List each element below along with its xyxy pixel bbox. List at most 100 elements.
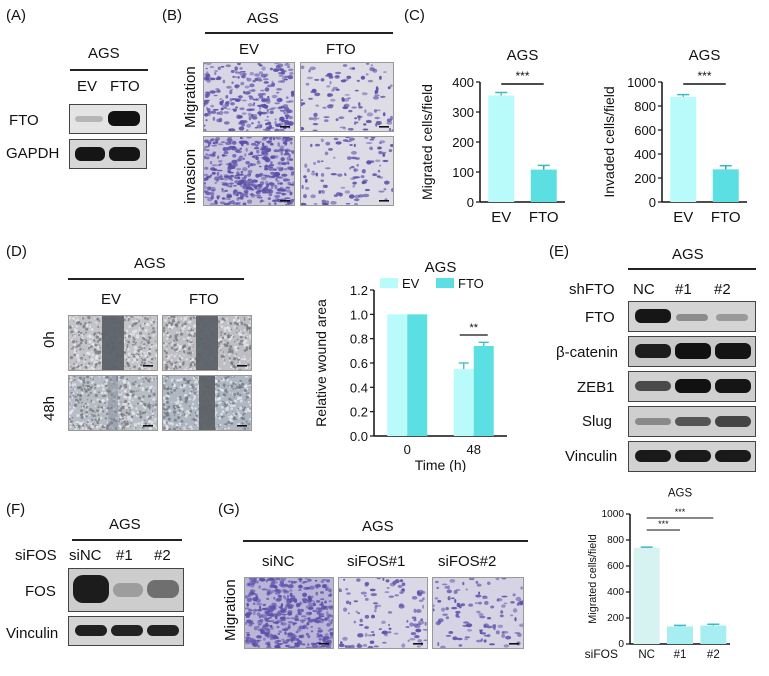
blot-e-vinculin xyxy=(628,441,756,472)
significance-label: *** xyxy=(697,69,711,83)
y-tick-label: 0.0 xyxy=(350,429,368,444)
panel-d-cell-line: AGS xyxy=(134,255,166,272)
y-axis-label: Invaded cells/field xyxy=(601,86,617,197)
panel-g-row-migration: Migration xyxy=(222,579,239,641)
panel-e-lane-nc: NC xyxy=(633,281,655,298)
panel-e-row-fto: FTO xyxy=(585,309,615,326)
significance-label: *** xyxy=(658,519,669,529)
y-tick-label: 400 xyxy=(607,587,624,598)
y-tick-label: 200 xyxy=(607,613,624,624)
bar xyxy=(712,169,739,202)
micrograph-g-sifos1 xyxy=(338,577,428,649)
bar xyxy=(488,95,515,202)
y-tick-label: 200 xyxy=(452,135,474,150)
blot-f-vinculin xyxy=(68,616,184,646)
x-tick-label: FTO xyxy=(711,209,741,226)
y-tick-label: 200 xyxy=(634,171,656,186)
panel-e-row-vinculin: Vinculin xyxy=(565,448,618,465)
y-tick-label: 0 xyxy=(649,195,656,210)
y-tick-label: 600 xyxy=(607,561,624,572)
legend-label: EV xyxy=(402,276,420,291)
y-tick-label: 600 xyxy=(634,123,656,138)
panel-f-cell-line-bar xyxy=(72,539,182,541)
panel-b-label: (B) xyxy=(162,7,182,24)
micrograph-b-invasion-fto xyxy=(300,136,394,206)
panel-a-cell-line: AGS xyxy=(88,45,120,62)
y-tick-label: 0 xyxy=(467,195,474,210)
x-axis-label: Time (h) xyxy=(415,457,467,472)
panel-b-row-migration: Migration xyxy=(182,66,199,128)
panel-d-row-0h: 0h xyxy=(41,331,58,348)
panel-f-lane-sinc: siNC xyxy=(69,547,102,564)
panel-e-row-zeb1: ZEB1 xyxy=(577,379,615,396)
panel-e-label: (E) xyxy=(549,243,569,260)
micrograph-d-48h-fto xyxy=(162,375,252,431)
y-tick-label: 800 xyxy=(607,535,624,546)
panel-a-row-gapdh: GAPDH xyxy=(6,145,60,162)
y-tick-label: 1.2 xyxy=(350,283,368,298)
y-tick-label: 0.8 xyxy=(350,332,368,347)
panel-b-col-ev: EV xyxy=(239,41,260,58)
panel-g-label: (G) xyxy=(218,501,240,518)
bar-fto xyxy=(473,345,494,436)
x-tick-label: #2 xyxy=(707,649,720,661)
panel-f-lane-title: siFOS xyxy=(15,547,57,564)
panel-g-col-sinc: siNC xyxy=(262,553,295,570)
panel-b-col-fto: FTO xyxy=(326,41,356,58)
x-axis-prefix: siFOS xyxy=(585,647,618,661)
y-tick-label: 400 xyxy=(634,147,656,162)
micrograph-d-0h-fto xyxy=(162,315,252,371)
panel-e-cell-line: AGS xyxy=(672,246,704,263)
legend-swatch xyxy=(380,278,398,288)
micrograph-g-sinc xyxy=(244,577,334,649)
panel-e-lane-2: #2 xyxy=(714,281,731,298)
panel-f-lane-2: #2 xyxy=(154,547,171,564)
micrograph-b-migration-ev xyxy=(203,62,295,132)
y-tick-label: 800 xyxy=(634,99,656,114)
chart-c-invaded: AGS 0 200 400 600 800 1000 Invaded cells/field E… xyxy=(601,47,747,226)
legend-swatch xyxy=(436,278,454,288)
x-tick-label: 0 xyxy=(404,442,411,457)
chart-title: AGS xyxy=(689,47,721,64)
x-tick-label: FTO xyxy=(529,209,559,226)
panel-g-cell-line: AGS xyxy=(362,518,394,535)
chart-title: AGS xyxy=(668,487,693,499)
panel-a-cell-line-bar xyxy=(70,69,148,71)
y-axis-label: Relative wound area xyxy=(313,299,329,427)
y-tick-label: 300 xyxy=(452,105,474,120)
panel-e-row-slug: Slug xyxy=(582,413,613,430)
panel-f-label: (F) xyxy=(6,501,26,518)
y-tick-label: 100 xyxy=(452,165,474,180)
bar xyxy=(633,547,660,644)
blot-a-gapdh xyxy=(69,139,147,169)
blot-e-beta-catenin xyxy=(628,336,756,367)
bar xyxy=(670,97,697,202)
y-tick-label: 1000 xyxy=(627,75,656,90)
y-tick-label: 0.6 xyxy=(350,356,368,371)
panel-d-label: (D) xyxy=(6,243,27,260)
panel-d-col-ev: EV xyxy=(101,291,122,308)
panel-a-lane-ev: EV xyxy=(77,78,98,95)
blot-a-fto xyxy=(69,104,147,134)
micrograph-b-migration-fto xyxy=(300,62,394,132)
panel-c-label: (C) xyxy=(404,7,425,24)
blot-e-slug xyxy=(628,406,756,437)
bar xyxy=(530,169,557,202)
chart-title: AGS xyxy=(425,260,457,276)
panel-g-cell-line-bar xyxy=(243,540,528,542)
bar-ev xyxy=(453,369,474,436)
chart-d-wound: AGS 0.0 0.2 0.4 0.6 0.8 1.0 1.2 Relative wound a… xyxy=(313,260,507,472)
y-axis-label: Migrated cells/field xyxy=(419,84,435,200)
x-tick-label: #1 xyxy=(674,649,687,661)
blot-e-zeb1 xyxy=(628,371,756,402)
panel-a-row-fto: FTO xyxy=(9,112,39,129)
bar-fto xyxy=(407,314,428,436)
blot-e-fto xyxy=(628,301,756,332)
legend-label: FTO xyxy=(458,276,484,291)
panel-a-label: (A) xyxy=(6,7,26,24)
chart-g-migrated: AGS 0 200 400 600 800 1000 Migrated cells/field… xyxy=(585,487,730,661)
y-tick-label: 0 xyxy=(618,639,624,650)
panel-f-lane-1: #1 xyxy=(116,547,133,564)
micrograph-d-48h-ev xyxy=(68,375,158,431)
x-tick-label: NC xyxy=(638,649,655,661)
